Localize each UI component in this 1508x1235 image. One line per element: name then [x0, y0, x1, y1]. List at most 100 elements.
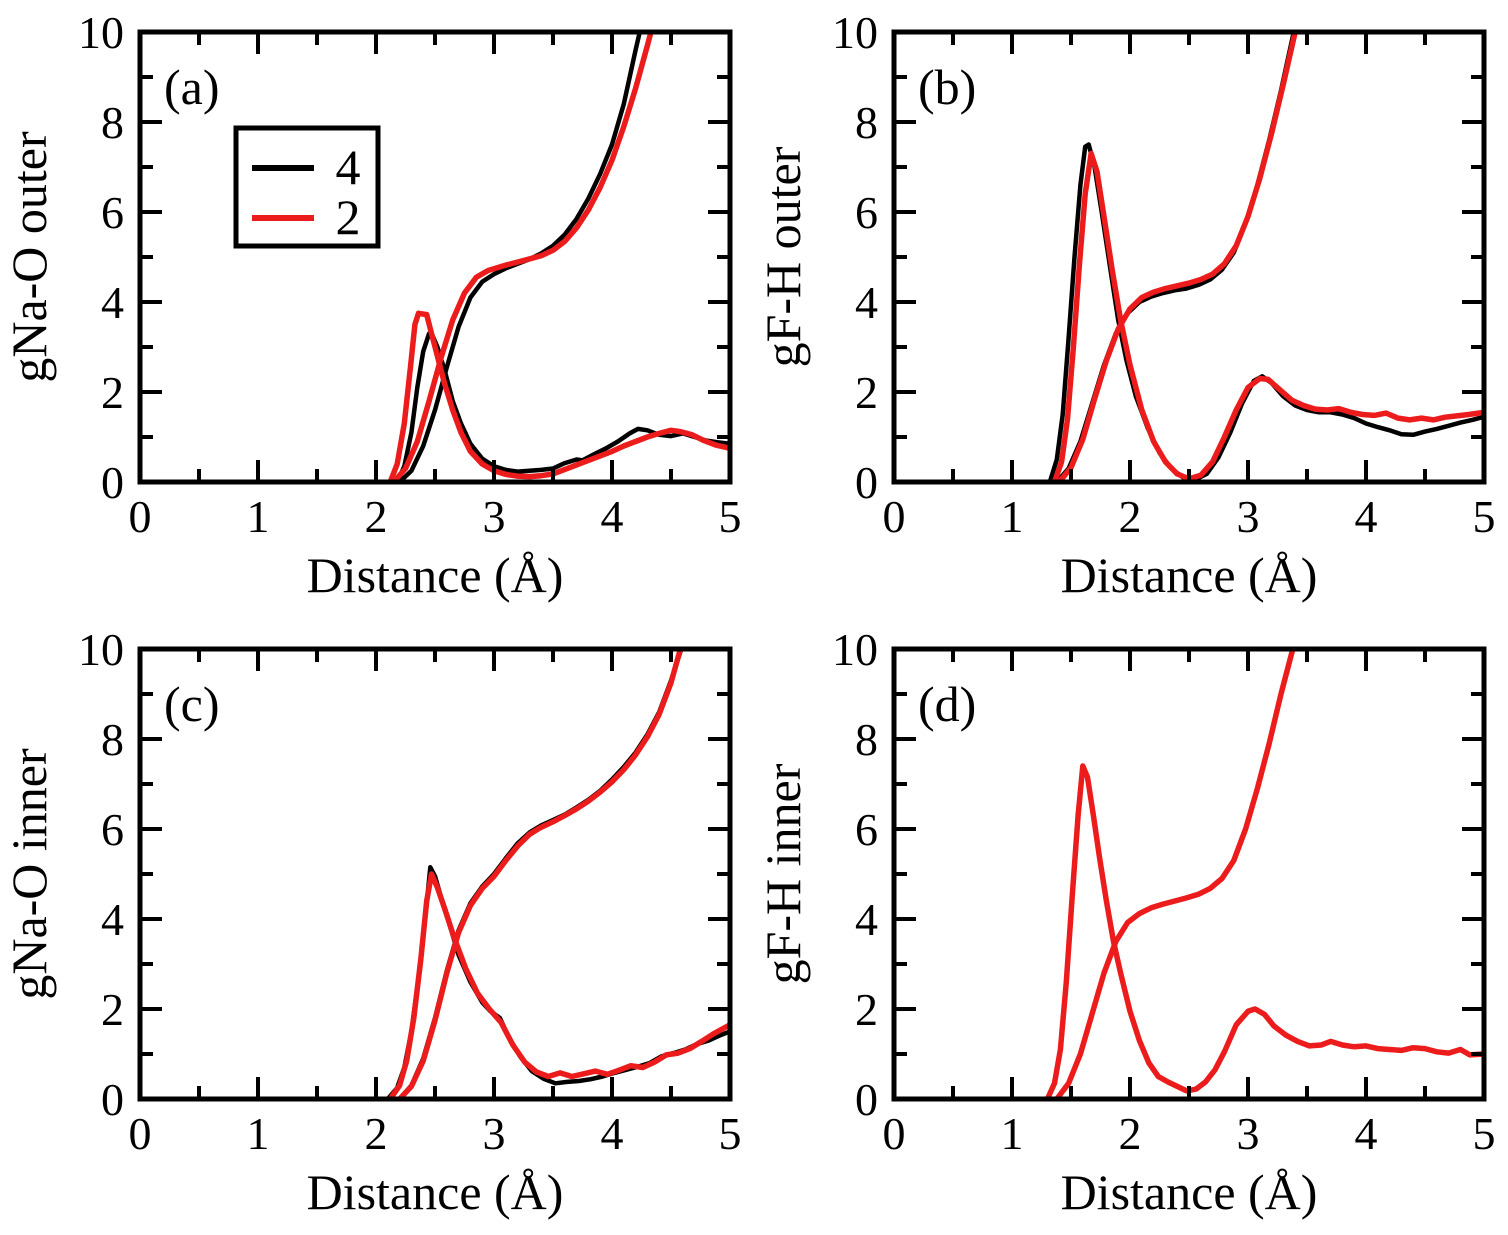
x-tick-label: 4	[1355, 1108, 1378, 1159]
panel-d-chart: 0 1 2 3 4 5 0 2 4 6 8 10 Distance (Å) gF-H inner (d)	[754, 617, 1508, 1234]
axes-frame-a	[137, 29, 733, 485]
curves-a	[387, 32, 730, 482]
x-tick-label: 3	[483, 491, 506, 542]
y-tick-label: 10	[832, 7, 878, 58]
y-tick-label: 4	[855, 894, 878, 945]
panel-d: 0 1 2 3 4 5 0 2 4 6 8 10 Distance (Å) gF-H inner (d)	[754, 617, 1508, 1235]
y-tick-label: 0	[855, 1074, 878, 1125]
x-tick-label: 0	[129, 491, 152, 542]
x-tick-label: 5	[1473, 1108, 1496, 1159]
panel-c-background	[0, 617, 754, 1234]
y-tick-label: 4	[855, 277, 878, 328]
panel-d-background	[754, 617, 1508, 1234]
x-tick-label: 1	[247, 491, 270, 542]
curve-d-gdr-2	[1044, 763, 1484, 1099]
legend-label-2: 2	[336, 189, 361, 245]
x-tick-label: 4	[601, 491, 624, 542]
curve-a-coord-2	[390, 32, 654, 482]
x-tick-label: 2	[365, 491, 388, 542]
curves-d	[1044, 649, 1484, 1099]
x-tick-labels-c: 0 1 2 3 4 5	[129, 1108, 742, 1159]
y-axis-label-c: gNa-O inner	[1, 748, 57, 1000]
x-tick-label: 4	[1355, 491, 1378, 542]
axes-frame-c	[137, 646, 733, 1102]
curve-c-gdr-2	[387, 871, 730, 1099]
x-tick-label: 3	[483, 1108, 506, 1159]
y-axis-label-b: gF-H outer	[755, 146, 811, 367]
y-tick-label: 0	[855, 457, 878, 508]
x-tick-label: 2	[1119, 1108, 1142, 1159]
curves-c	[385, 649, 730, 1099]
x-tick-label: 3	[1237, 491, 1260, 542]
y-tick-label: 2	[855, 984, 878, 1035]
curve-b-gdr-4	[1047, 142, 1484, 482]
y-tick-label: 6	[855, 187, 878, 238]
y-tick-label: 4	[101, 894, 124, 945]
x-tick-labels-b: 0 1 2 3 4 5	[883, 491, 1496, 542]
panel-tag-c: (c)	[164, 676, 220, 732]
x-tick-label: 2	[365, 1108, 388, 1159]
x-tick-label: 3	[1237, 1108, 1260, 1159]
curve-d-coord-2	[1054, 649, 1296, 1099]
x-tick-label: 5	[1473, 491, 1496, 542]
y-tick-label: 2	[855, 367, 878, 418]
y-tick-labels-b: 0 2 4 6 8 10	[832, 7, 878, 508]
legend-box	[233, 125, 381, 249]
y-tick-label: 8	[855, 97, 878, 148]
x-tick-labels-a: 0 1 2 3 4 5	[129, 491, 742, 542]
x-tick-label: 0	[129, 1108, 152, 1159]
y-axis-label-d: gF-H inner	[755, 763, 811, 984]
x-tick-label: 1	[247, 1108, 270, 1159]
x-tick-labels-d: 0 1 2 3 4 5	[883, 1108, 1496, 1159]
y-tick-label: 2	[101, 367, 124, 418]
legend-label-4: 4	[336, 139, 361, 195]
y-tick-label: 8	[855, 714, 878, 765]
y-tick-label: 8	[101, 97, 124, 148]
x-axis-label-d: Distance (Å)	[1061, 1164, 1318, 1220]
x-tick-label: 5	[719, 491, 742, 542]
legend: 42	[233, 125, 381, 249]
y-tick-labels-c: 0 2 4 6 8 10	[78, 624, 124, 1125]
panel-tag-d: (d)	[918, 676, 976, 732]
y-tick-label: 8	[101, 714, 124, 765]
y-tick-label: 6	[101, 804, 124, 855]
y-tick-label: 6	[855, 804, 878, 855]
panel-b: 0 1 2 3 4 5 0 2 4 6 8 10 Distance (Å) gF-H outer (b)	[754, 0, 1508, 617]
y-tick-labels-d: 0 2 4 6 8 10	[832, 624, 878, 1125]
x-tick-label: 4	[601, 1108, 624, 1159]
y-tick-label: 0	[101, 1074, 124, 1125]
x-tick-label: 0	[883, 491, 906, 542]
curve-a-gdr-2	[387, 310, 730, 482]
x-axis-label-a: Distance (Å)	[307, 547, 564, 603]
panel-a: 0 1 2 3 4 5 0 2 4 6 8 10 Distance (Å) gNa-O outer (a) 4…	[0, 0, 754, 617]
panel-tag-b: (b)	[918, 59, 976, 115]
x-tick-label: 1	[1001, 1108, 1024, 1159]
panel-b-chart: 0 1 2 3 4 5 0 2 4 6 8 10 Distance (Å) gF-H outer (b)	[754, 0, 1508, 617]
curve-c-coord-2	[396, 649, 684, 1099]
panel-c: 0 1 2 3 4 5 0 2 4 6 8 10 Distance (Å) gNa-O inner (c)	[0, 617, 754, 1235]
curves-b	[1047, 32, 1484, 482]
curve-b-gdr-2	[1051, 150, 1484, 482]
panel-tag-a: (a)	[164, 59, 220, 115]
y-tick-label: 10	[78, 7, 124, 58]
x-tick-label: 2	[1119, 491, 1142, 542]
y-tick-label: 4	[101, 277, 124, 328]
y-axis-label-a: gNa-O outer	[1, 131, 57, 383]
x-axis-label-c: Distance (Å)	[307, 1164, 564, 1220]
y-tick-labels-a: 0 2 4 6 8 10	[78, 7, 124, 508]
ticks-b	[894, 32, 1484, 482]
x-tick-label: 0	[883, 1108, 906, 1159]
x-axis-label-b: Distance (Å)	[1061, 547, 1318, 603]
x-tick-label: 5	[719, 1108, 742, 1159]
axes-frame-b	[891, 29, 1487, 485]
panel-c-chart: 0 1 2 3 4 5 0 2 4 6 8 10 Distance (Å) gNa-O inner (c)	[0, 617, 754, 1234]
curve-b-coord-2	[1056, 32, 1299, 482]
y-tick-label: 6	[101, 187, 124, 238]
y-tick-label: 10	[78, 624, 124, 675]
y-tick-label: 2	[101, 984, 124, 1035]
axes-frame-d	[891, 646, 1487, 1102]
ticks-a	[140, 32, 730, 482]
y-tick-label: 10	[832, 624, 878, 675]
